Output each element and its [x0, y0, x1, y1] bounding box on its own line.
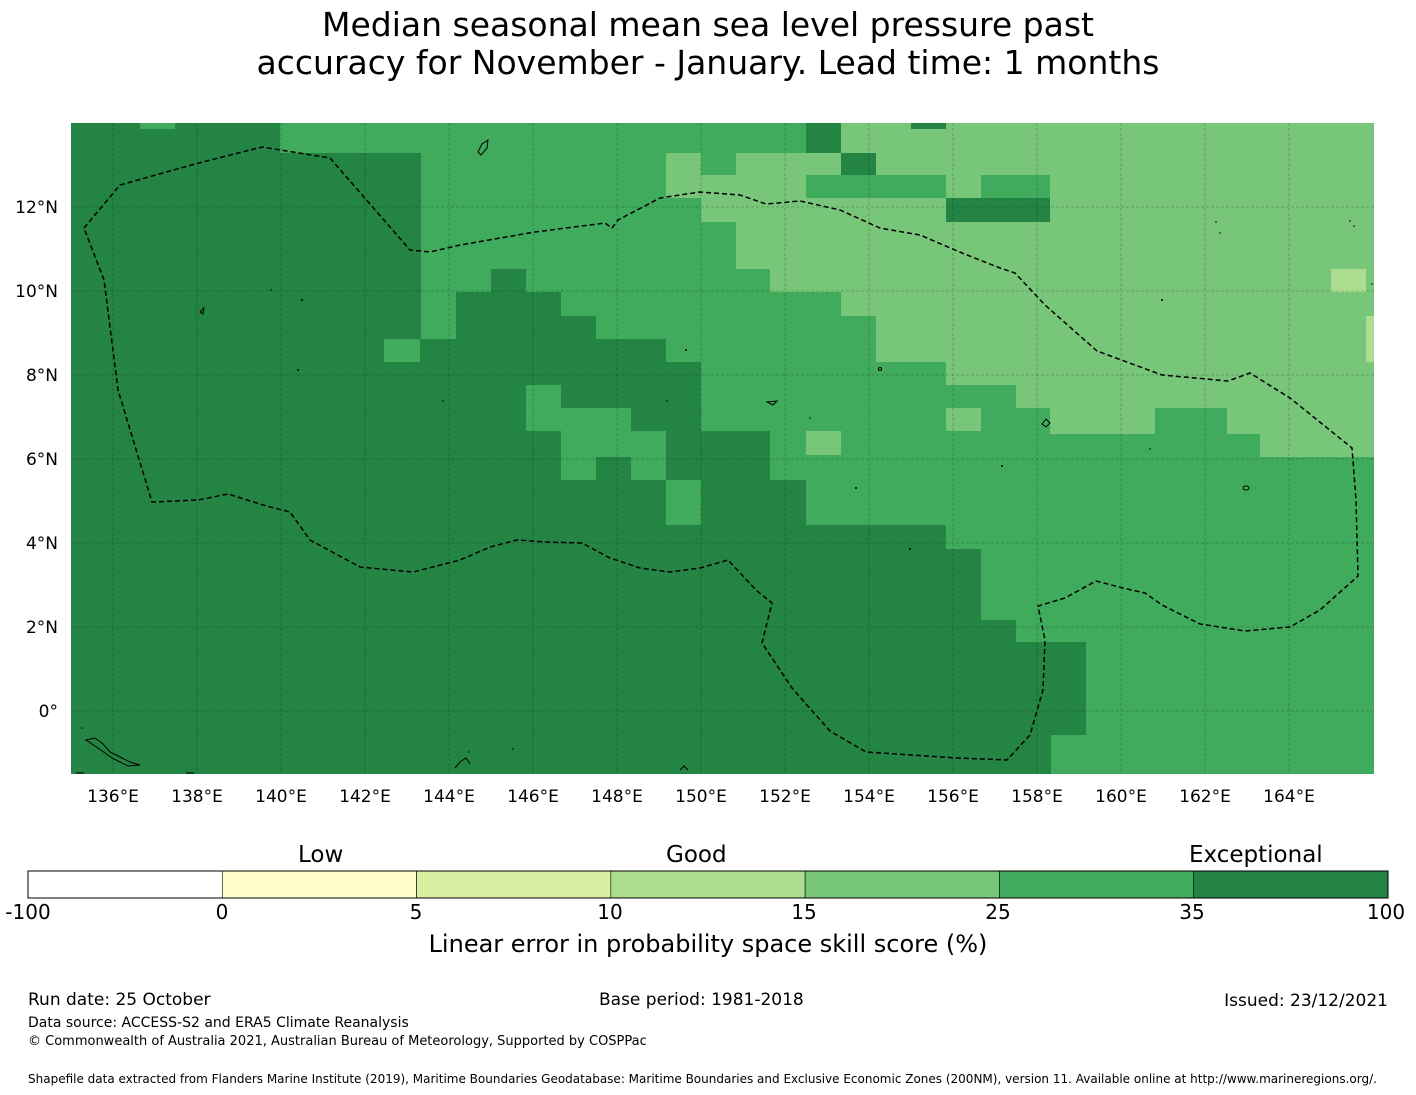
- longitude-ticks: 136°E 138°E 140°E 142°E 144°E 146°E 148°…: [87, 787, 1315, 807]
- islands: [76, 138, 1250, 774]
- colorbar-segment: [416, 870, 612, 899]
- latitude-ticks: 12°N 10°N 8°N 6°N 4°N 2°N 0°: [15, 198, 58, 722]
- colorbar-segment: [1193, 870, 1389, 899]
- run-date: Run date: 25 October: [28, 990, 211, 1010]
- skill-map: 12°N 10°N 8°N 6°N 4°N 2°N 0° 136°E 138°E…: [15, 123, 1374, 807]
- lon-tick: 156°E: [927, 787, 979, 807]
- chart-title: Median seasonal mean sea level pressure …: [0, 6, 1416, 82]
- lon-tick: 144°E: [423, 787, 475, 807]
- colorbar-label: Linear error in probability space skill …: [428, 930, 988, 958]
- lat-tick: 8°N: [26, 366, 58, 386]
- base-period: Base period: 1981-2018: [599, 990, 804, 1010]
- eez-boundaries: [83, 146, 1359, 761]
- lon-tick: 136°E: [87, 787, 139, 807]
- data-source: Data source: ACCESS-S2 and ERA5 Climate …: [28, 1015, 409, 1031]
- colorbar-tick: 35: [1179, 900, 1205, 924]
- title-line-2: accuracy for November - January. Lead ti…: [256, 43, 1160, 82]
- shapefile-credit: Shapefile data extracted from Flanders M…: [28, 1072, 1377, 1086]
- colorbar-segment: [999, 870, 1195, 899]
- lat-tick: 0°: [39, 702, 58, 722]
- eez-palau: [83, 146, 1359, 761]
- lon-tick: 164°E: [1263, 787, 1315, 807]
- lat-tick: 2°N: [26, 618, 58, 638]
- issued-date: Issued: 23/12/2021: [1224, 991, 1388, 1011]
- lon-tick: 142°E: [339, 787, 391, 807]
- copyright: © Commonwealth of Australia 2021, Austra…: [28, 1034, 647, 1049]
- colorbar-tick: 10: [597, 900, 623, 924]
- colorbar-frame: [27, 870, 1389, 899]
- colorbar-tick: 25: [985, 900, 1011, 924]
- lon-tick: 140°E: [255, 787, 307, 807]
- category-exceptional: Exceptional: [1189, 842, 1323, 868]
- colorbar-tick: 100: [1366, 900, 1406, 924]
- lon-tick: 150°E: [675, 787, 727, 807]
- title-line-1: Median seasonal mean sea level pressure …: [322, 5, 1094, 44]
- lat-tick: 6°N: [26, 450, 58, 470]
- colorbar-tick: 15: [791, 900, 817, 924]
- category-good: Good: [666, 842, 727, 868]
- lat-tick: 4°N: [26, 534, 58, 554]
- lon-tick: 158°E: [1011, 787, 1063, 807]
- graticule: [71, 123, 1374, 774]
- colorbar: [27, 870, 1389, 899]
- lon-tick: 138°E: [171, 787, 223, 807]
- colorbar-tick: 5: [409, 900, 423, 924]
- island-guam: [477, 138, 489, 156]
- lat-tick: 12°N: [15, 198, 58, 218]
- colorbar-segment: [610, 870, 806, 899]
- lon-tick: 162°E: [1179, 787, 1231, 807]
- region-10-15: [1331, 269, 1374, 362]
- colorbar-segment: [221, 870, 417, 899]
- lat-tick: 10°N: [15, 282, 58, 302]
- lon-tick: 160°E: [1095, 787, 1147, 807]
- colorbar-tick: 0: [215, 900, 229, 924]
- lon-tick: 152°E: [759, 787, 811, 807]
- category-low: Low: [298, 842, 344, 868]
- colorbar-segment: [804, 870, 1000, 899]
- colorbar-segment: [27, 870, 223, 899]
- region-15-25: [666, 123, 1374, 457]
- lon-tick: 148°E: [591, 787, 643, 807]
- lon-tick: 154°E: [843, 787, 895, 807]
- colorbar-tick: -100: [5, 900, 51, 924]
- lon-tick: 146°E: [507, 787, 559, 807]
